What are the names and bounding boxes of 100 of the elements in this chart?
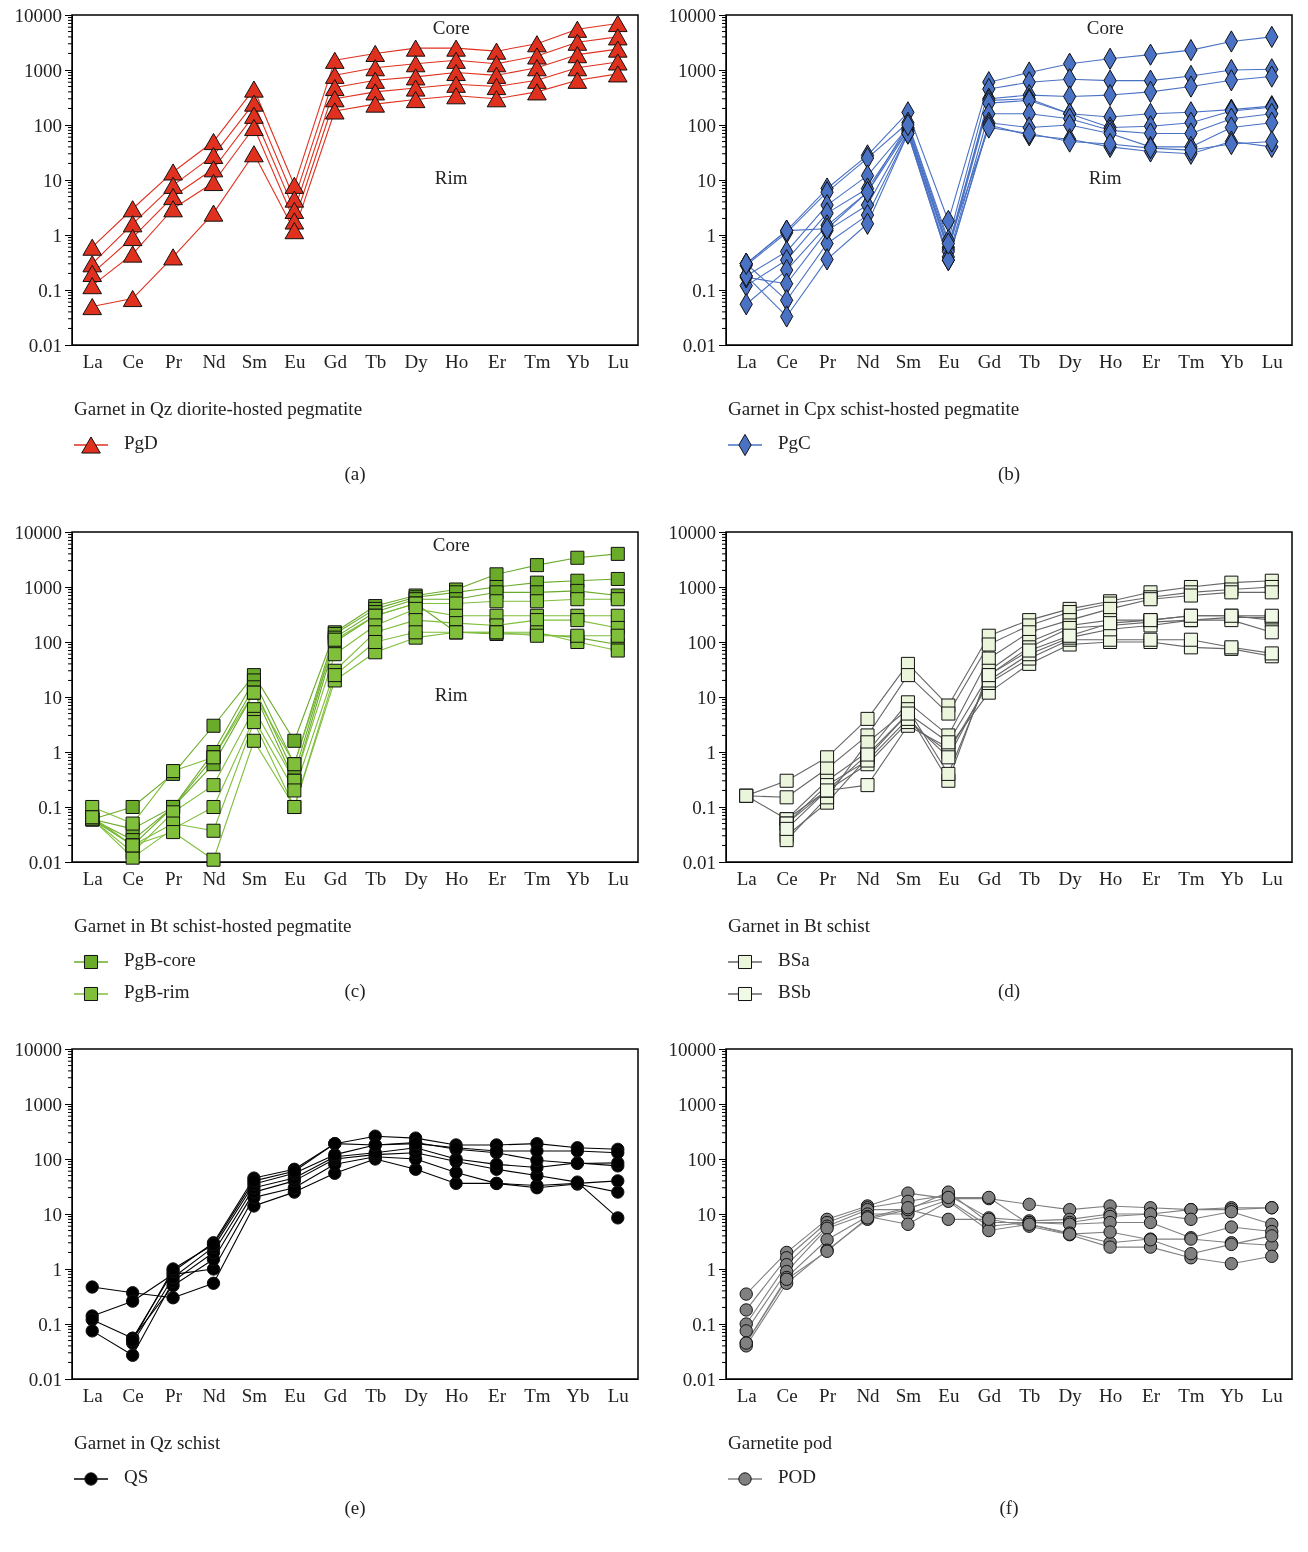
x-tick-label: Ce [122, 868, 144, 890]
x-tick-label: Sm [241, 1385, 268, 1407]
y-tick-label: 0.01 [682, 1368, 716, 1390]
x-tick-label: Nd [202, 1385, 227, 1407]
y-tick-label: 10 [697, 686, 716, 708]
x-tick-label: Dy [404, 868, 429, 890]
x-tick-label: Ho [1098, 868, 1123, 890]
y-tick-label: 0.1 [692, 279, 716, 301]
x-tick-label: Lu [607, 868, 630, 890]
y-tick-label: 10 [697, 1203, 716, 1225]
x-tick-label: Eu [938, 868, 960, 890]
x-tick-label: Nd [856, 1385, 881, 1407]
text: (f) [999, 1497, 1019, 1519]
legend-label: PgB-rim [124, 981, 190, 1003]
y-tick-label: 0.01 [28, 334, 62, 356]
y-tick-label: 10 [43, 686, 62, 708]
x-tick-label: Sm [241, 351, 268, 373]
y-tick-label: 100 [687, 1148, 716, 1170]
y-tick-label: 100 [33, 631, 62, 653]
x-tick-label: Sm [895, 351, 922, 373]
y-tick-label: 0.01 [682, 334, 716, 356]
x-tick-label: Ce [776, 351, 798, 373]
x-tick-label: Dy [404, 1385, 429, 1407]
x-tick-label: Nd [202, 351, 227, 373]
x-tick-label: La [82, 1385, 104, 1407]
x-tick-label: Lu [1261, 868, 1284, 890]
x-tick-label: Sm [895, 868, 922, 890]
x-tick-label: Sm [895, 1385, 922, 1407]
x-tick-label: Yb [1220, 868, 1244, 890]
x-tick-label: Ho [1098, 1385, 1123, 1407]
x-tick-label: Tb [365, 868, 387, 890]
legend-title: Garnet in Bt schist [728, 915, 871, 936]
y-tick-label: 1 [706, 224, 716, 246]
x-tick-label: Yb [566, 868, 590, 890]
x-tick-label: Gd [323, 868, 348, 890]
annotation: Core [432, 534, 470, 556]
x-tick-label: Gd [977, 868, 1002, 890]
x-tick-label: La [736, 868, 758, 890]
annotation: Core [432, 17, 470, 39]
legend-label: PgB-core [124, 949, 196, 971]
x-tick-label: Pr [165, 1385, 183, 1407]
x-tick-label: Dy [1058, 868, 1083, 890]
x-tick-label: Ce [776, 868, 798, 890]
x-tick-label: Tb [365, 351, 387, 373]
y-tick-label: 1000 [678, 576, 716, 598]
y-tick-label: 10000 [668, 521, 716, 543]
x-tick-label: Er [488, 868, 507, 890]
x-tick-label: Sm [241, 868, 268, 890]
x-tick-label: Er [1142, 1385, 1161, 1407]
y-tick-label: 0.1 [692, 1313, 716, 1335]
x-tick-label: Tm [524, 868, 551, 890]
annotation: Core [1086, 17, 1124, 39]
x-tick-label: Yb [1220, 351, 1244, 373]
x-tick-label: Ce [122, 1385, 144, 1407]
x-tick-label: Er [1142, 351, 1161, 373]
x-tick-label: La [82, 868, 104, 890]
x-tick-label: Tb [1019, 868, 1041, 890]
x-tick-label: Lu [607, 351, 630, 373]
y-tick-label: 1 [706, 741, 716, 763]
x-tick-label: Lu [1261, 1385, 1284, 1407]
y-tick-label: 0.01 [28, 1368, 62, 1390]
legend-label: BSb [778, 981, 811, 1003]
legend-label: PgD [124, 432, 158, 454]
y-tick-label: 0.1 [38, 1313, 62, 1335]
x-tick-label: Ho [444, 351, 469, 373]
text: (b) [997, 463, 1021, 485]
y-tick-label: 100 [687, 114, 716, 136]
x-tick-label: Tm [524, 351, 551, 373]
x-tick-label: Ce [776, 1385, 798, 1407]
x-tick-label: Gd [323, 351, 348, 373]
y-tick-label: 10 [43, 169, 62, 191]
y-tick-label: 0.01 [28, 851, 62, 873]
x-tick-label: Dy [1058, 1385, 1083, 1407]
text: (c) [344, 980, 366, 1002]
y-tick-label: 1000 [24, 576, 62, 598]
y-tick-label: 1000 [24, 1093, 62, 1115]
y-tick-label: 1 [706, 1258, 716, 1280]
x-tick-label: Pr [819, 351, 837, 373]
text: (d) [997, 980, 1021, 1002]
annotation: Rim [1088, 167, 1122, 189]
legend-label: PgC [778, 432, 811, 454]
y-tick-label: 0.01 [682, 851, 716, 873]
y-tick-label: 10 [43, 1203, 62, 1225]
x-tick-label: Ho [1098, 351, 1123, 373]
y-tick-label: 10000 [14, 521, 62, 543]
x-tick-label: Dy [404, 351, 429, 373]
x-tick-label: Gd [323, 1385, 348, 1407]
x-tick-label: Lu [1261, 351, 1284, 373]
y-tick-label: 1 [52, 1258, 62, 1280]
y-tick-label: 1000 [678, 1093, 716, 1115]
x-tick-label: Yb [1220, 1385, 1244, 1407]
y-tick-label: 100 [33, 114, 62, 136]
y-tick-label: 100 [687, 631, 716, 653]
y-tick-label: 0.1 [692, 796, 716, 818]
x-tick-label: Er [488, 1385, 507, 1407]
legend-title: Garnet in Qz diorite-hosted pegmatite [74, 398, 363, 419]
y-tick-label: 1 [52, 741, 62, 763]
x-tick-label: Tb [365, 1385, 387, 1407]
x-tick-label: La [736, 1385, 758, 1407]
x-tick-label: Yb [566, 351, 590, 373]
